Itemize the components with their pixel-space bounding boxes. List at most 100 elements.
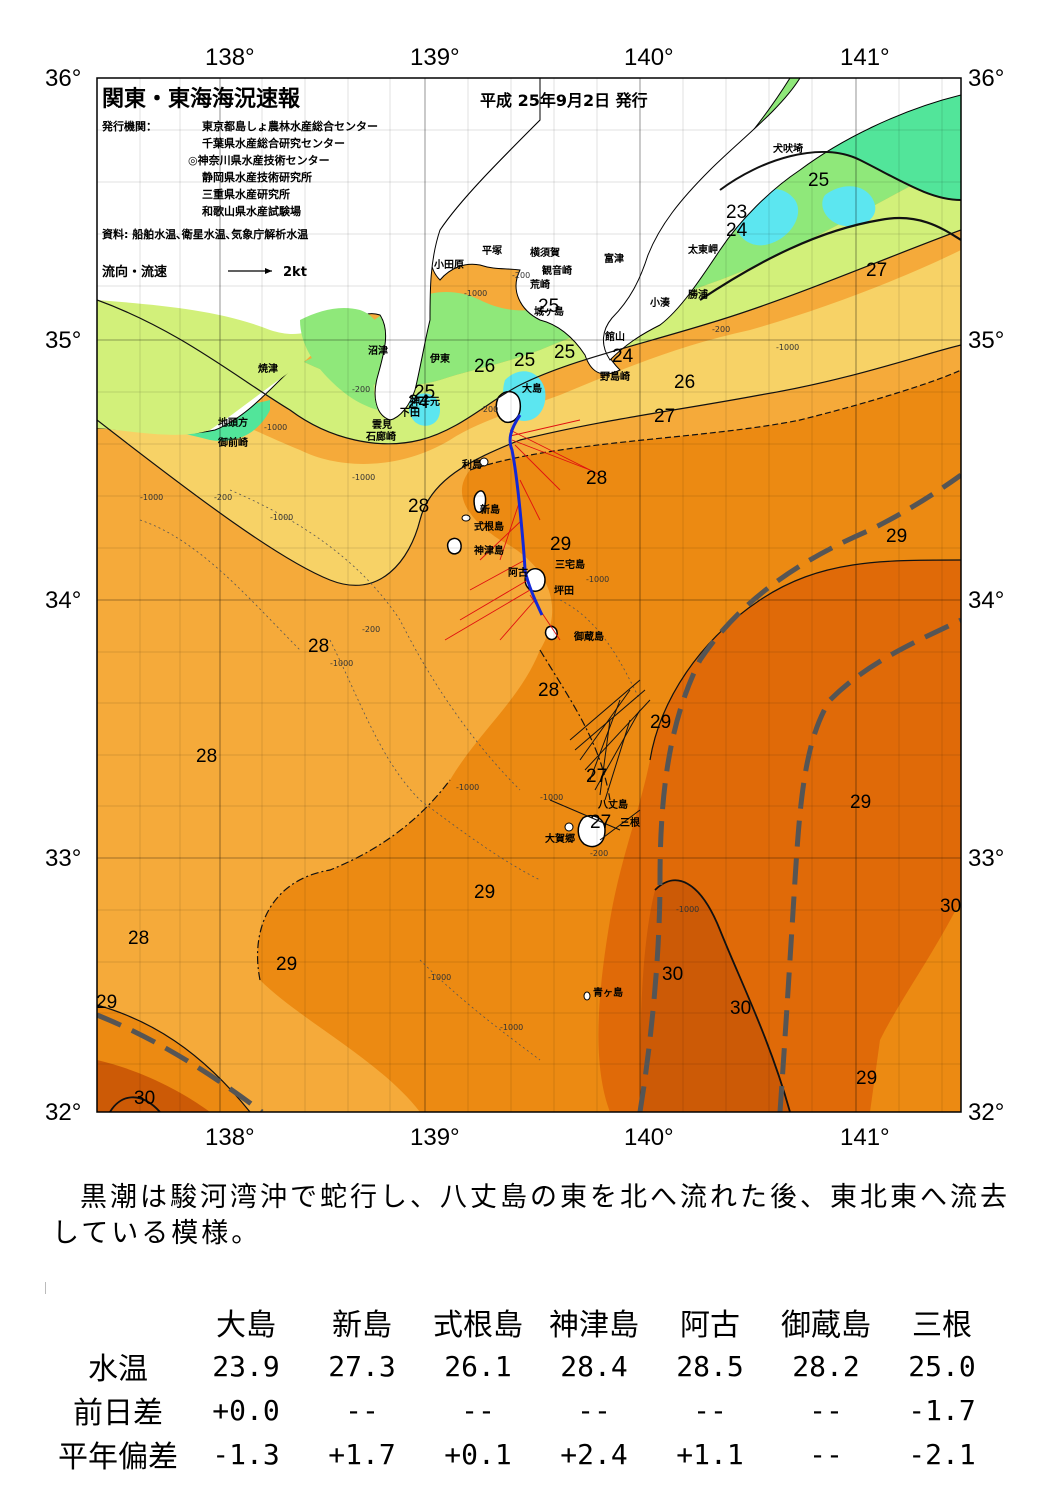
iso-label: 30 <box>940 896 961 917</box>
map-frame <box>96 77 962 1113</box>
table-cell: +0.1 <box>444 1437 512 1471</box>
sea-temperature-map: 138° 139° 140° 141° 138° 139° 140° 141° … <box>45 44 1004 1151</box>
summary-text: 黒潮は駿河湾沖で蛇行し、八丈島の東を北へ流れた後、東北東へ流去している模様。 <box>52 1180 1012 1252</box>
issuer-1: 東京都島しょ農林水産総合センター <box>202 119 378 133</box>
iso-label: 25 <box>414 382 435 403</box>
table-cell: +0.0 <box>212 1393 280 1427</box>
island-shikinejima <box>461 514 471 522</box>
longitude-labels-bottom: 138° 139° 140° 141° <box>205 1124 890 1151</box>
depth-label: -1000 <box>140 493 163 502</box>
place-label: 石廊崎 <box>365 430 396 443</box>
iso-label: 29 <box>850 792 871 813</box>
island-hachijojima <box>577 814 606 848</box>
depth-label: -1000 <box>428 973 451 982</box>
station-header: 御蔵島 <box>781 1308 871 1343</box>
lon-label: 139° <box>410 1124 460 1151</box>
sea-26-region <box>97 160 961 444</box>
place-label: 野島崎 <box>600 370 630 383</box>
depth-label: -1000 <box>270 513 293 522</box>
iso-label: 28 <box>128 928 149 949</box>
flow-legend-arrowhead <box>265 268 272 274</box>
station-header: 阿古 <box>680 1308 740 1343</box>
iso-label: 27 <box>590 812 611 833</box>
table-cell: -- <box>345 1393 379 1427</box>
longitude-labels-top: 138° 139° 140° 141° <box>205 44 890 71</box>
depth-label: -1000 <box>456 783 479 792</box>
table-cell: +2.4 <box>560 1437 628 1471</box>
station-header: 神津島 <box>549 1308 639 1343</box>
iso-label: 25 <box>808 170 829 191</box>
lat-label: 35° <box>968 327 1004 354</box>
table-cell: -- <box>577 1393 611 1427</box>
table-cell: -- <box>809 1437 843 1471</box>
iso-label: 25 <box>538 296 559 317</box>
lat-label: 32° <box>45 1099 81 1126</box>
page-mark <box>45 1282 46 1294</box>
issuer-2: 千葉県水産総合研究センター <box>202 136 345 150</box>
sea-23-region-2 <box>822 186 876 227</box>
island-mikurajima <box>544 625 558 641</box>
lat-label: 34° <box>45 587 81 614</box>
fine-grid <box>97 78 961 1112</box>
depth-label: -1000 <box>676 905 699 914</box>
table-row: 平年偏差 -1.3 +1.7 +0.1 +2.4 +1.1 -- -2.1 <box>48 1432 1000 1476</box>
place-label: 沼津 <box>368 344 388 357</box>
iso-label: 26 <box>474 356 495 377</box>
lat-label: 36° <box>968 65 1004 92</box>
flow-legend-unit: 2kt <box>283 265 307 280</box>
lat-label: 33° <box>968 845 1004 872</box>
place-label: 平塚 <box>482 244 502 257</box>
place-label: 荒崎 <box>529 278 550 291</box>
island-hachijo-kojima <box>564 822 574 832</box>
table-cell: -1.7 <box>908 1393 976 1427</box>
place-label: 三宅島 <box>555 558 585 571</box>
place-label: 御前崎 <box>217 436 248 449</box>
place-label: 新島 <box>480 503 500 516</box>
station-temperature-table: 大島 新島 式根島 神津島 阿古 御蔵島 三根 水温 23.9 27.3 26.… <box>48 1300 1000 1476</box>
land-izu-peninsula-cover <box>97 300 330 435</box>
map-title: 関東・東海海況速報 <box>102 86 301 112</box>
isotherm-labels: 25 23 24 27 25 25 24 26 25 25 24 26 27 2… <box>96 170 961 1089</box>
place-label: 雲見 <box>372 419 392 431</box>
depth-label: -1000 <box>540 793 563 802</box>
place-label: 地頭方 <box>218 416 248 429</box>
row-label: 前日差 <box>73 1396 163 1431</box>
place-label: 阿古 <box>508 566 528 579</box>
iso-label: 27 <box>586 766 607 787</box>
lon-label: 140° <box>624 1124 674 1151</box>
iso-label: 24 <box>408 392 430 413</box>
place-label: 小田原 <box>433 258 464 271</box>
place-label: 横須賀 <box>530 246 560 259</box>
place-label: 坪田 <box>554 584 574 597</box>
temperature-field <box>97 78 961 1112</box>
depth-label: -1000 <box>330 659 353 668</box>
table-cell: 28.2 <box>792 1349 860 1383</box>
iso-label: 29 <box>886 526 907 547</box>
latitude-labels-right: 36° 35° 34° 33° 32° <box>968 65 1004 1126</box>
row-label: 水温 <box>88 1352 148 1387</box>
place-label: 神子元 <box>410 395 440 408</box>
iso-label: 28 <box>308 636 329 657</box>
island-niijima <box>473 490 487 513</box>
sea-23-region-4 <box>408 393 440 426</box>
place-label: 富津 <box>604 252 624 265</box>
lon-label: 141° <box>840 1124 890 1151</box>
iso-label: 29 <box>550 534 571 555</box>
place-label: 式根島 <box>474 520 504 533</box>
place-label: 犬吠埼 <box>773 142 803 155</box>
iso-label: 29 <box>650 712 671 733</box>
place-label: 大賀郷 <box>545 832 575 845</box>
table-cell: +1.1 <box>676 1437 744 1471</box>
iso-label: 25 <box>554 342 575 363</box>
depth-label: -1000 <box>264 423 287 432</box>
table-cell: -- <box>809 1393 843 1427</box>
issue-date: 平成 25年9月2日 発行 <box>480 91 648 110</box>
lat-lon-grid <box>97 78 961 1112</box>
latitude-labels-left: 36° 35° 34° 33° 32° <box>45 65 81 1126</box>
depth-label: -1000 <box>352 473 375 482</box>
issuer-label: 発行機関： <box>101 119 157 133</box>
lon-label: 141° <box>840 44 890 71</box>
table-corner <box>48 1300 188 1344</box>
iso-label: 27 <box>866 260 887 281</box>
ship-track <box>508 414 544 616</box>
